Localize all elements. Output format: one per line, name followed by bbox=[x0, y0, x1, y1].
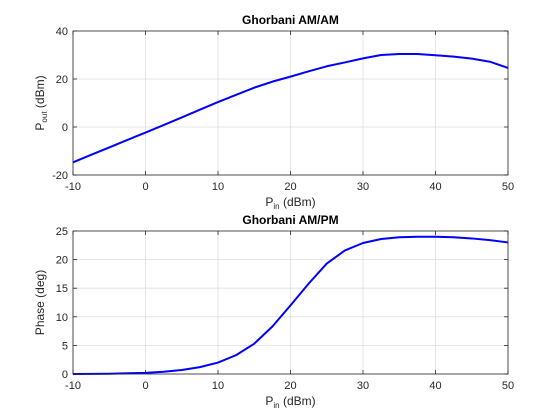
am-pm-y-tick-label: 10 bbox=[56, 312, 68, 324]
am-pm-x-axis-label: Pin (dBm) bbox=[265, 394, 315, 410]
am-pm-x-tick-label: 10 bbox=[212, 380, 224, 392]
am-am-x-tick-label: 0 bbox=[142, 181, 148, 193]
am-pm-x-tick-label: -10 bbox=[65, 380, 81, 392]
am-am-axes: -10 0 10 20 30 40 50 -20 0 20 40 Ghorbani AM/AM Pin … bbox=[33, 13, 514, 211]
am-pm-curve bbox=[72, 235, 509, 375]
am-am-y-tick-label: 20 bbox=[56, 74, 68, 86]
am-pm-x-tick-label: 40 bbox=[429, 380, 441, 392]
am-pm-x-tick-label: 20 bbox=[284, 380, 296, 392]
am-am-x-axis-label: Pin (dBm) bbox=[265, 195, 315, 211]
am-am-y-tick-label: 40 bbox=[56, 26, 68, 38]
am-pm-y-tick-label: 15 bbox=[56, 283, 68, 295]
am-am-x-tick-label: 10 bbox=[212, 181, 224, 193]
am-am-title: Ghorbani AM/AM bbox=[242, 13, 339, 27]
am-am-x-tick-label: -10 bbox=[65, 181, 81, 193]
am-pm-x-tick-label: 0 bbox=[142, 380, 148, 392]
am-am-curve bbox=[72, 53, 509, 164]
am-am-x-tick-label: 20 bbox=[284, 181, 296, 193]
am-am-x-tick-label: 30 bbox=[357, 181, 369, 193]
am-pm-y-tick-label: 25 bbox=[56, 226, 68, 238]
am-pm-y-axis-label: Phase (deg) bbox=[33, 270, 47, 335]
am-pm-y-tick-label: 0 bbox=[62, 369, 68, 381]
am-am-y-axis-label: Pout (dBm) bbox=[33, 75, 49, 130]
am-pm-x-tick-label: 30 bbox=[357, 380, 369, 392]
am-am-y-tick-label: 0 bbox=[62, 122, 68, 134]
am-pm-title: Ghorbani AM/PM bbox=[242, 213, 338, 227]
am-am-x-tick-label: 50 bbox=[502, 181, 514, 193]
am-am-x-tick-label: 40 bbox=[429, 181, 441, 193]
am-am-y-tick-label: -20 bbox=[52, 170, 68, 182]
am-pm-y-tick-label: 5 bbox=[62, 340, 68, 352]
am-pm-x-tick-label: 50 bbox=[502, 380, 514, 392]
am-pm-y-tick-label: 20 bbox=[56, 255, 68, 267]
